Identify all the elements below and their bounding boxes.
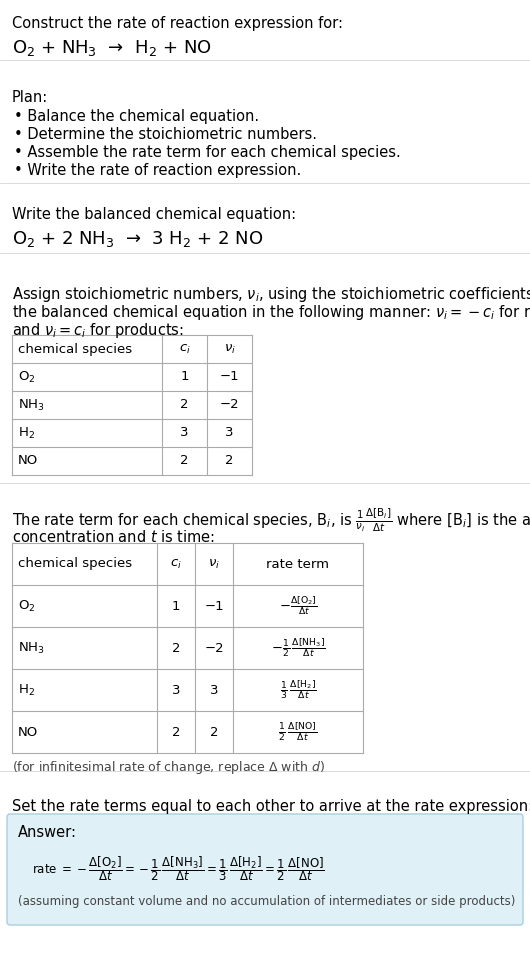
Text: −1: −1	[204, 599, 224, 613]
Text: NO: NO	[18, 725, 38, 739]
Text: rate term: rate term	[267, 557, 330, 571]
Text: rate $= -\dfrac{\Delta[\mathrm{O_2}]}{\Delta t} = -\dfrac{1}{2}\,\dfrac{\Delta[\: rate $= -\dfrac{\Delta[\mathrm{O_2}]}{\D…	[32, 855, 325, 883]
Text: • Determine the stoichiometric numbers.: • Determine the stoichiometric numbers.	[14, 127, 317, 142]
Text: and $\nu_i = c_i$ for products:: and $\nu_i = c_i$ for products:	[12, 321, 184, 340]
Text: O$_2$ + 2 NH$_3$  →  3 H$_2$ + 2 NO: O$_2$ + 2 NH$_3$ → 3 H$_2$ + 2 NO	[12, 229, 263, 249]
Text: • Assemble the rate term for each chemical species.: • Assemble the rate term for each chemic…	[14, 145, 401, 160]
Text: 1: 1	[172, 599, 180, 613]
Text: • Balance the chemical equation.: • Balance the chemical equation.	[14, 109, 259, 124]
Text: $-\frac{1}{2}\,\frac{\Delta[\mathrm{NH_3}]}{\Delta t}$: $-\frac{1}{2}\,\frac{\Delta[\mathrm{NH_3…	[271, 636, 325, 660]
Text: −1: −1	[220, 371, 240, 384]
Text: concentration and $t$ is time:: concentration and $t$ is time:	[12, 529, 215, 545]
FancyBboxPatch shape	[7, 814, 523, 925]
Text: H$_2$: H$_2$	[18, 682, 35, 698]
Text: 2: 2	[225, 455, 234, 468]
Text: 3: 3	[210, 683, 218, 697]
Text: Assign stoichiometric numbers, $\nu_i$, using the stoichiometric coefficients, $: Assign stoichiometric numbers, $\nu_i$, …	[12, 285, 530, 304]
Text: Construct the rate of reaction expression for:: Construct the rate of reaction expressio…	[12, 16, 343, 31]
Text: 3: 3	[225, 427, 234, 439]
Text: (assuming constant volume and no accumulation of intermediates or side products): (assuming constant volume and no accumul…	[18, 895, 515, 908]
Text: Set the rate terms equal to each other to arrive at the rate expression:: Set the rate terms equal to each other t…	[12, 799, 530, 814]
Text: 2: 2	[172, 725, 180, 739]
Text: 1: 1	[180, 371, 189, 384]
Text: NH$_3$: NH$_3$	[18, 397, 45, 413]
Text: $\frac{1}{3}\,\frac{\Delta[\mathrm{H_2}]}{\Delta t}$: $\frac{1}{3}\,\frac{\Delta[\mathrm{H_2}]…	[280, 678, 316, 702]
Text: 2: 2	[210, 725, 218, 739]
Text: Plan:: Plan:	[12, 90, 48, 105]
Text: Answer:: Answer:	[18, 825, 77, 840]
Text: −2: −2	[220, 398, 240, 412]
Text: 2: 2	[180, 398, 189, 412]
Text: O$_2$ + NH$_3$  →  H$_2$ + NO: O$_2$ + NH$_3$ → H$_2$ + NO	[12, 38, 212, 58]
Text: $\nu_i$: $\nu_i$	[208, 557, 220, 571]
Text: O$_2$: O$_2$	[18, 370, 36, 385]
Text: $c_i$: $c_i$	[170, 557, 182, 571]
Text: 3: 3	[172, 683, 180, 697]
Text: chemical species: chemical species	[18, 343, 132, 355]
Text: 2: 2	[180, 455, 189, 468]
Text: $\nu_i$: $\nu_i$	[224, 343, 235, 355]
Text: NO: NO	[18, 455, 38, 468]
Text: O$_2$: O$_2$	[18, 598, 36, 614]
Text: (for infinitesimal rate of change, replace Δ with $d$): (for infinitesimal rate of change, repla…	[12, 759, 325, 776]
Text: −2: −2	[204, 641, 224, 655]
Text: NH$_3$: NH$_3$	[18, 640, 45, 656]
Text: 3: 3	[180, 427, 189, 439]
Text: $c_i$: $c_i$	[179, 343, 190, 355]
Text: $-\frac{\Delta[\mathrm{O_2}]}{\Delta t}$: $-\frac{\Delta[\mathrm{O_2}]}{\Delta t}$	[279, 594, 317, 618]
Text: 2: 2	[172, 641, 180, 655]
Text: The rate term for each chemical species, B$_i$, is $\frac{1}{\nu_i}\frac{\Delta[: The rate term for each chemical species,…	[12, 507, 530, 535]
Text: H$_2$: H$_2$	[18, 426, 35, 440]
Text: • Write the rate of reaction expression.: • Write the rate of reaction expression.	[14, 163, 301, 178]
Text: chemical species: chemical species	[18, 557, 132, 571]
Text: $\frac{1}{2}\,\frac{\Delta[\mathrm{NO}]}{\Delta t}$: $\frac{1}{2}\,\frac{\Delta[\mathrm{NO}]}…	[278, 721, 318, 743]
Text: Write the balanced chemical equation:: Write the balanced chemical equation:	[12, 207, 296, 222]
Text: the balanced chemical equation in the following manner: $\nu_i = -c_i$ for react: the balanced chemical equation in the fo…	[12, 303, 530, 322]
